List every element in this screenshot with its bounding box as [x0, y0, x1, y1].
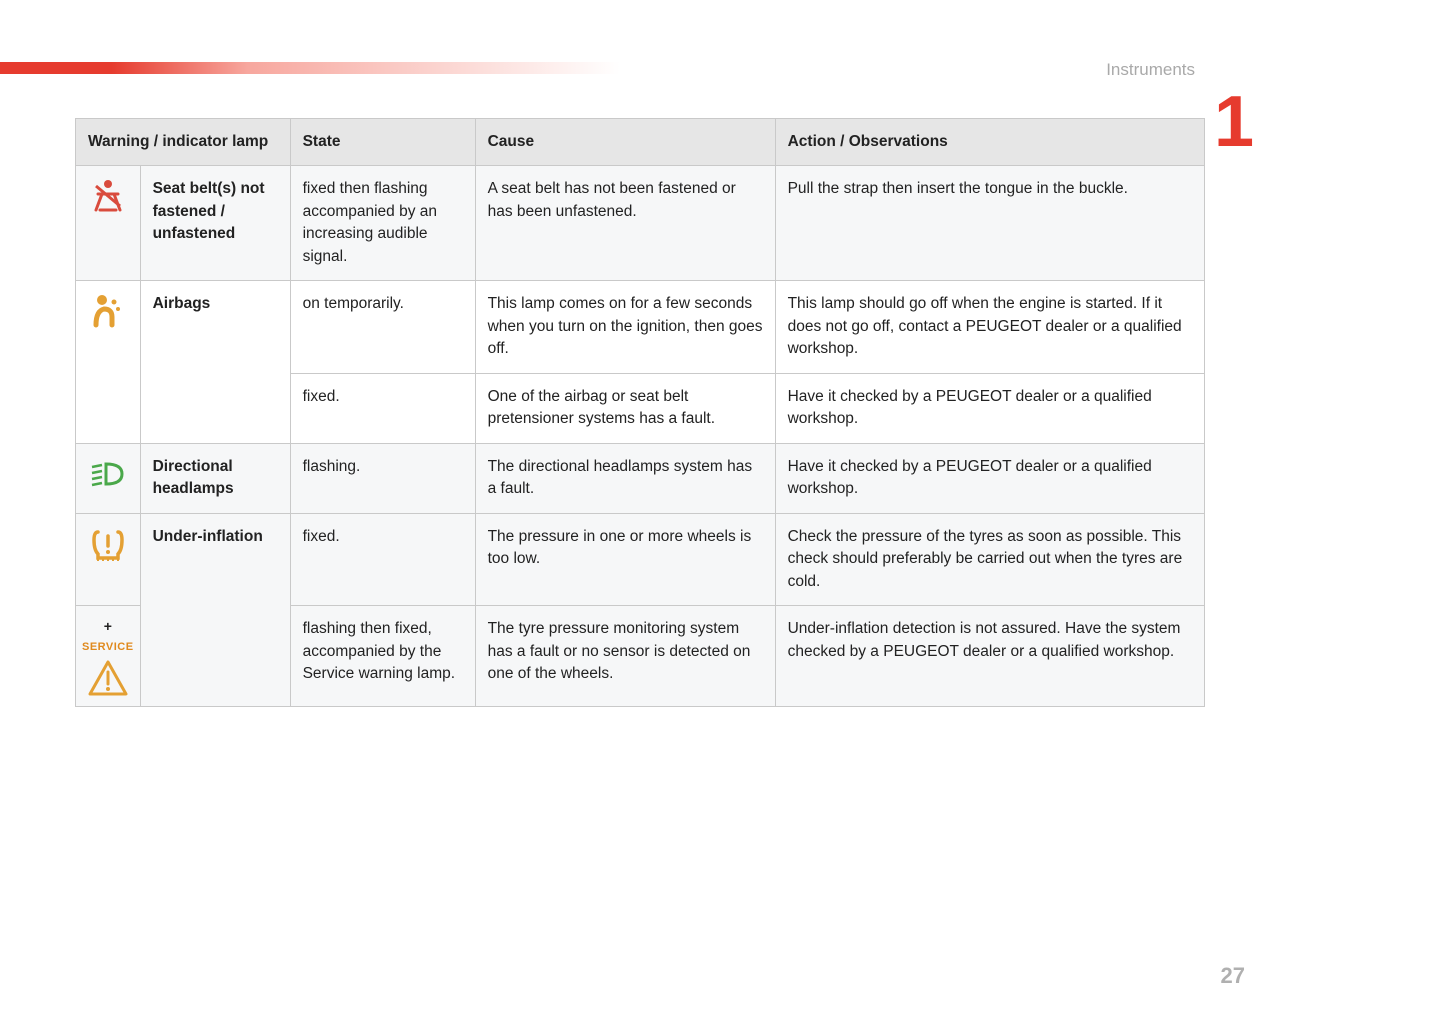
lamp-cause: The directional headlamps system has a f…	[475, 443, 775, 513]
lamp-state: on temporarily.	[290, 281, 475, 373]
lamp-name: Seat belt(s) not fastened / unfastened	[140, 166, 290, 281]
table-row: Under-inflation fixed. The pressure in o…	[76, 513, 1205, 605]
lamp-action: Have it checked by a PEUGEOT dealer or a…	[775, 373, 1204, 443]
lamp-cause: The pressure in one or more wheels is to…	[475, 513, 775, 605]
airbag-icon	[88, 291, 128, 331]
lamp-cause: This lamp comes on for a few seconds whe…	[475, 281, 775, 373]
lamp-name: Under-inflation	[140, 513, 290, 707]
headlamp-icon	[88, 454, 128, 494]
lamp-cause: A seat belt has not been fastened or has…	[475, 166, 775, 281]
section-label: Instruments	[1106, 60, 1195, 80]
table-row: Seat belt(s) not fastened / unfastened f…	[76, 166, 1205, 281]
icon-cell	[76, 166, 141, 281]
table-header-row: Warning / indicator lamp State Cause Act…	[76, 119, 1205, 166]
col-state: State	[290, 119, 475, 166]
icon-cell	[76, 281, 141, 443]
lamp-cause: One of the airbag or seat belt pretensio…	[475, 373, 775, 443]
warning-triangle-icon	[88, 660, 128, 696]
icon-cell: + SERVICE	[76, 606, 141, 707]
table-row: Directional headlamps flashing. The dire…	[76, 443, 1205, 513]
col-lamp: Warning / indicator lamp	[76, 119, 291, 166]
tyre-pressure-icon	[88, 524, 128, 564]
lamp-name: Airbags	[140, 281, 290, 443]
icon-cell	[76, 443, 141, 513]
icon-cell	[76, 513, 141, 605]
lamp-action: Have it checked by a PEUGEOT dealer or a…	[775, 443, 1204, 513]
lamp-action: This lamp should go off when the engine …	[775, 281, 1204, 373]
lamp-state: fixed.	[290, 513, 475, 605]
lamp-cause: The tyre pressure monitoring system has …	[475, 606, 775, 707]
seatbelt-icon	[88, 176, 128, 216]
lamp-state: flashing.	[290, 443, 475, 513]
header-gradient-bar	[0, 62, 620, 74]
lamp-action: Check the pressure of the tyres as soon …	[775, 513, 1204, 605]
lamp-action: Pull the strap then insert the tongue in…	[775, 166, 1204, 281]
lamp-state: fixed then flashing accompanied by an in…	[290, 166, 475, 281]
lamp-state: fixed.	[290, 373, 475, 443]
warning-indicator-table: Warning / indicator lamp State Cause Act…	[75, 118, 1205, 707]
lamp-action: Under-inflation detection is not assured…	[775, 606, 1204, 707]
col-action: Action / Observations	[775, 119, 1204, 166]
service-label: SERVICE	[82, 640, 134, 656]
chapter-number: 1	[1214, 86, 1250, 158]
lamp-name: Directional headlamps	[140, 443, 290, 513]
page-number: 27	[1221, 963, 1245, 989]
plus-symbol: +	[104, 616, 112, 636]
col-cause: Cause	[475, 119, 775, 166]
lamp-state: flashing then fixed, accompanied by the …	[290, 606, 475, 707]
table-row: Airbags on temporarily. This lamp comes …	[76, 281, 1205, 373]
